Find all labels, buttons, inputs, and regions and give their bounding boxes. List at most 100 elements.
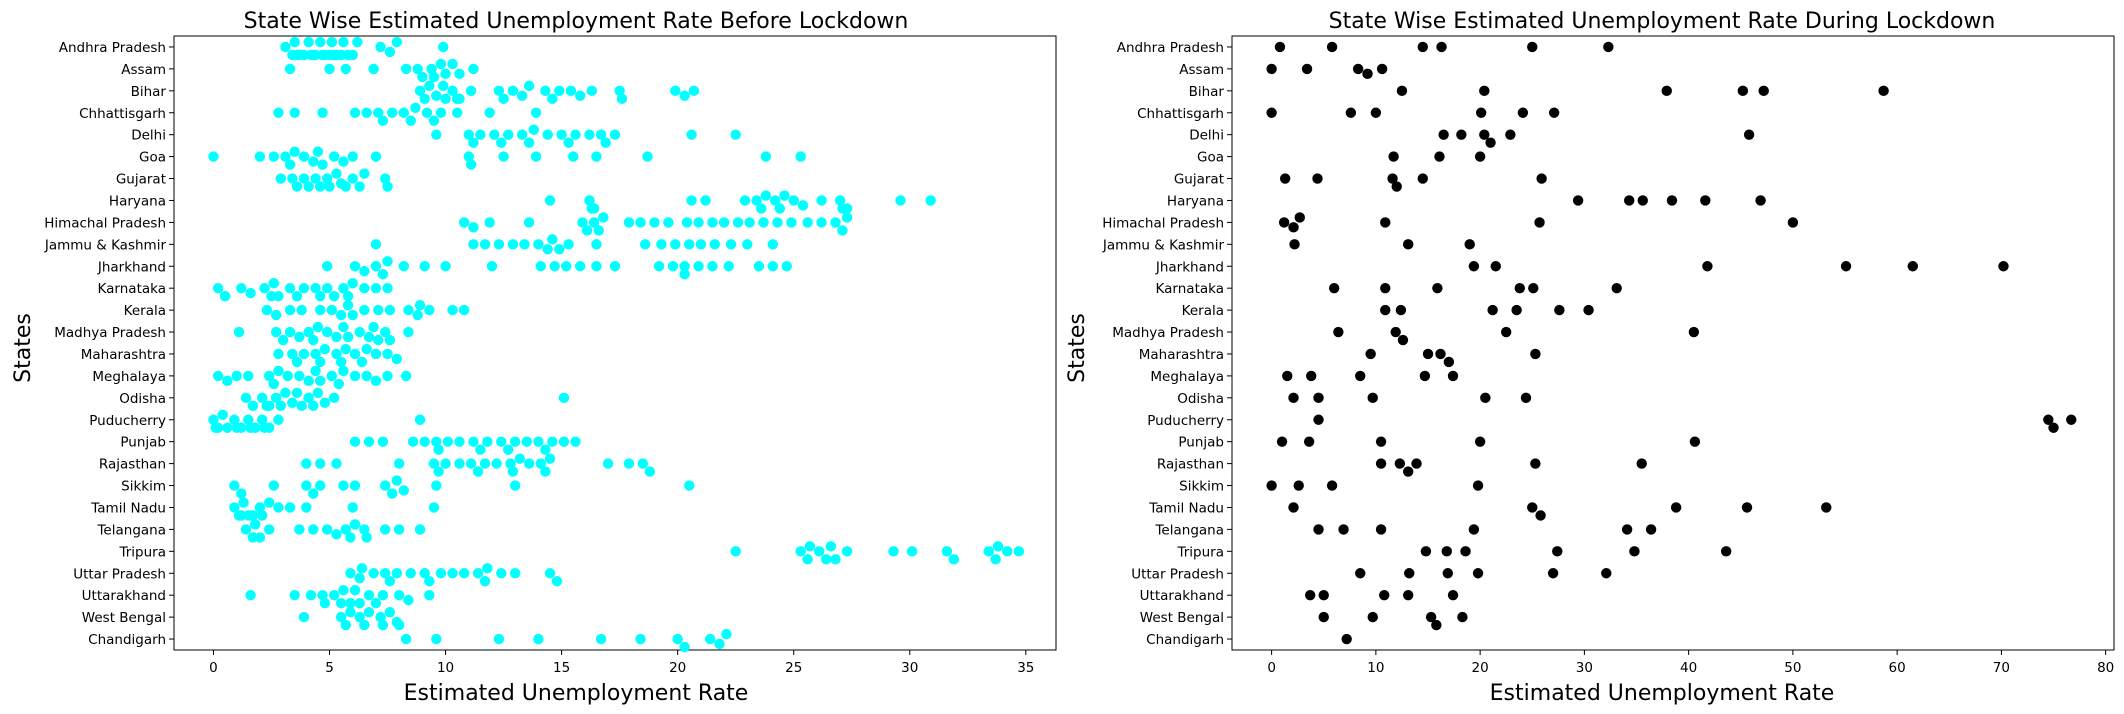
before-lockdown-y-tick-label-jammu-and-kashmir: Jammu & Kashmir — [44, 237, 167, 253]
before-lockdown-point-goa — [347, 151, 358, 162]
before-lockdown-y-tick-label-rajasthan: Rajasthan — [99, 457, 166, 473]
during-lockdown-point-puducherry — [2066, 414, 2077, 425]
during-lockdown-point-bihar — [1737, 85, 1749, 97]
before-lockdown-y-tick-label-andhra-pradesh: Andhra Pradesh — [59, 40, 166, 56]
before-lockdown-point-puducherry — [217, 409, 228, 421]
before-lockdown-point-meghalaya — [370, 375, 382, 387]
before-lockdown-point-bihar — [565, 85, 577, 97]
during-lockdown-y-tick-label-kerala: Kerala — [1182, 303, 1224, 319]
during-lockdown-point-maharashtra — [1365, 348, 1376, 360]
during-lockdown-point-himachal-pradesh — [1294, 212, 1305, 223]
during-lockdown-y-tick-label-chandigarh: Chandigarh — [1146, 632, 1224, 648]
during-lockdown-point-andhra-pradesh — [1527, 41, 1538, 53]
before-lockdown-point-gujarat — [287, 173, 298, 184]
before-lockdown-point-rajasthan — [472, 466, 484, 477]
before-lockdown-point-meghalaya — [326, 370, 338, 382]
before-lockdown-point-karnataka — [338, 282, 349, 294]
before-lockdown-point-jharkhand — [653, 261, 665, 272]
before-lockdown-point-meghalaya — [349, 370, 361, 382]
during-lockdown-y-tick-label-karnataka: Karnataka — [1156, 281, 1224, 297]
before-lockdown-point-tamil-nadu — [428, 502, 440, 513]
before-lockdown-point-jammu-and-kashmir — [670, 239, 681, 250]
before-lockdown-y-tick-label-punjab: Punjab — [120, 435, 166, 451]
before-lockdown-point-jharkhand — [486, 261, 498, 272]
during-lockdown-point-himachal-pradesh — [1787, 217, 1799, 228]
before-lockdown-point-goa — [284, 159, 296, 170]
before-lockdown-point-sikkim — [301, 480, 312, 491]
before-lockdown-point-maharashtra — [273, 348, 284, 360]
before-lockdown-point-punjab — [496, 436, 507, 447]
before-lockdown-point-puducherry — [229, 414, 240, 425]
during-lockdown-point-haryana — [1700, 195, 1711, 206]
before-lockdown-point-puducherry — [208, 414, 219, 425]
during-lockdown-point-assam — [1376, 63, 1388, 75]
before-lockdown-point-uttar-pradesh — [482, 563, 493, 574]
before-lockdown-point-sikkim — [386, 488, 398, 499]
during-lockdown-point-delhi — [1479, 129, 1490, 140]
before-lockdown-point-sikkim — [315, 480, 326, 491]
before-lockdown-point-rajasthan — [465, 458, 477, 469]
before-lockdown-point-goa — [760, 151, 772, 162]
during-lockdown-point-punjab — [1276, 436, 1288, 447]
before-lockdown-point-madhya-pradesh — [277, 334, 289, 346]
before-lockdown-y-tick-label-meghalaya: Meghalaya — [92, 369, 166, 385]
during-lockdown-point-meghalaya — [1282, 370, 1293, 382]
before-lockdown-point-punjab — [349, 436, 361, 447]
during-lockdown-point-tamil-nadu — [1670, 502, 1682, 513]
before-lockdown-point-jammu-and-kashmir — [370, 239, 382, 250]
before-lockdown-point-chhattisgarh — [530, 107, 542, 118]
before-lockdown-point-tamil-nadu — [247, 510, 259, 521]
during-lockdown-x-tick-label: 30 — [1576, 660, 1593, 676]
before-lockdown-point-meghalaya — [382, 370, 393, 382]
before-lockdown-point-uttar-pradesh — [405, 568, 416, 579]
before-lockdown-point-tamil-nadu — [254, 502, 266, 513]
before-lockdown-point-uttarakhand — [317, 589, 328, 601]
before-lockdown-point-goa — [254, 151, 266, 162]
before-lockdown-point-jammu-and-kashmir — [507, 239, 519, 250]
before-lockdown-point-maharashtra — [335, 356, 347, 368]
before-lockdown-point-puducherry — [273, 414, 284, 425]
before-lockdown-point-uttarakhand — [424, 589, 435, 601]
before-lockdown-point-telangana — [294, 524, 305, 535]
before-lockdown-point-kerala — [412, 309, 423, 321]
before-lockdown-point-karnataka — [370, 282, 382, 294]
before-lockdown-point-bihar — [688, 85, 700, 97]
before-lockdown-point-goa — [280, 151, 291, 162]
before-lockdown-point-jammu-and-kashmir — [493, 239, 505, 250]
before-lockdown-point-meghalaya — [303, 375, 314, 387]
before-lockdown-point-tripura — [841, 546, 853, 557]
before-lockdown-point-goa — [268, 151, 280, 162]
before-lockdown-point-punjab — [419, 436, 430, 447]
before-lockdown-point-uttar-pradesh — [419, 568, 430, 579]
during-lockdown-point-tripura — [1420, 546, 1432, 557]
during-lockdown-point-gujarat — [1391, 181, 1402, 192]
before-lockdown-point-tripura — [830, 554, 841, 565]
before-lockdown-point-jharkhand — [723, 261, 734, 272]
before-lockdown-point-west-bengal — [354, 611, 365, 623]
during-lockdown-x-axis-label: Estimated Unemployment Rate — [1490, 681, 1835, 706]
before-lockdown-point-uttarakhand — [335, 597, 347, 609]
before-lockdown-point-karnataka — [382, 282, 393, 294]
before-lockdown-point-gujarat — [354, 181, 365, 192]
before-lockdown-point-meghalaya — [273, 365, 284, 377]
before-lockdown-point-gujarat — [347, 173, 358, 184]
before-lockdown-point-assam — [435, 58, 447, 70]
before-lockdown-point-bihar — [424, 80, 435, 92]
during-lockdown-point-uttar-pradesh — [1355, 568, 1366, 579]
before-lockdown-point-jammu-and-kashmir — [519, 239, 530, 250]
during-lockdown-point-jammu-and-kashmir — [1464, 239, 1475, 250]
before-lockdown-point-telangana — [308, 524, 319, 535]
during-lockdown-point-haryana — [1624, 195, 1635, 206]
during-lockdown-point-telangana — [1468, 524, 1480, 535]
before-lockdown-point-telangana — [359, 524, 370, 535]
before-lockdown-point-sikkim — [431, 480, 442, 491]
before-lockdown-point-himachal-pradesh — [588, 217, 600, 228]
during-lockdown-x-tick-label: 70 — [1993, 660, 2010, 676]
before-lockdown-point-rajasthan — [315, 458, 326, 469]
during-lockdown-point-gujarat — [1417, 173, 1428, 184]
before-lockdown-point-uttarakhand — [245, 589, 256, 601]
before-lockdown-point-tamil-nadu — [238, 497, 249, 508]
before-lockdown-point-haryana — [751, 195, 762, 206]
before-lockdown-point-kerala — [347, 309, 358, 321]
before-lockdown-point-punjab — [482, 436, 493, 447]
